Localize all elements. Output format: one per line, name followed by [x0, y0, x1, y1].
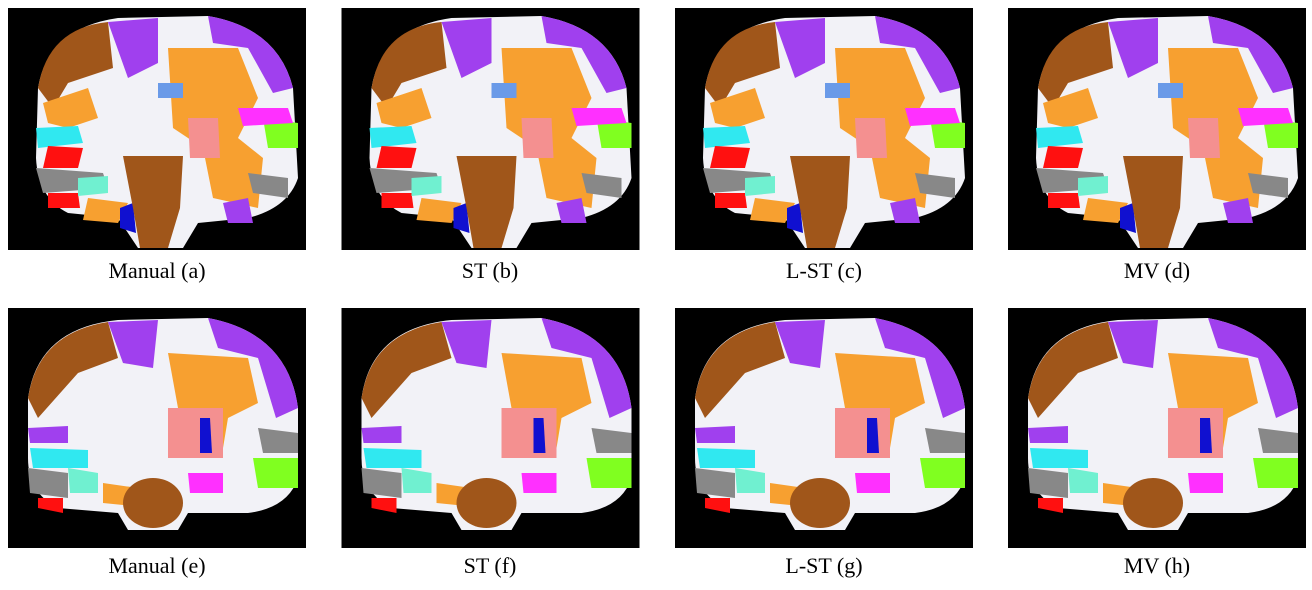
- segmentation-image: [341, 308, 640, 548]
- caption: ST (b): [462, 258, 518, 283]
- caption: MV (d): [1124, 258, 1190, 283]
- caption: Manual (a): [108, 258, 205, 283]
- caption: ST (f): [464, 553, 517, 578]
- segmentation-image: [341, 8, 640, 250]
- segmentation-image: [1008, 308, 1306, 548]
- caption: MV (h): [1124, 553, 1190, 578]
- caption: L-ST (c): [786, 258, 862, 283]
- segmentation-image: [1008, 8, 1306, 250]
- segmentation-image: [675, 8, 973, 250]
- segmentation-image: [8, 8, 306, 250]
- segmentation-image: [675, 308, 973, 548]
- caption: Manual (e): [108, 553, 205, 578]
- caption: L-ST (g): [785, 553, 862, 578]
- segmentation-image: [8, 308, 306, 548]
